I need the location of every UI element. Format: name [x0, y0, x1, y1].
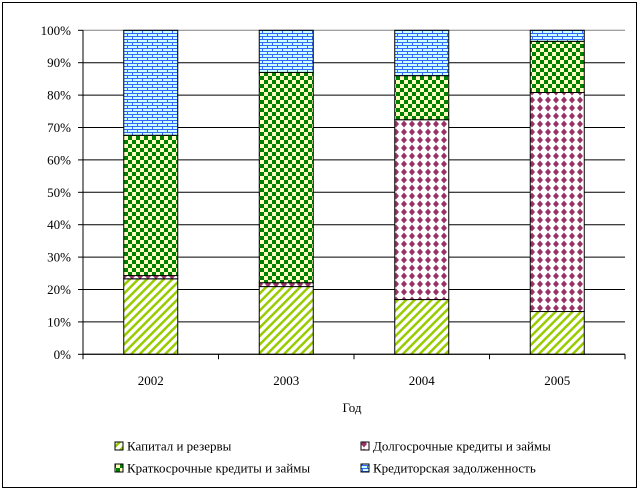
bar-segment-2002-0	[123, 278, 179, 355]
y-tick-label: 20%	[47, 282, 71, 297]
bar-segment-2005-2	[529, 40, 585, 94]
y-tick-label: 80%	[47, 88, 71, 103]
bar-segment-2003-3	[258, 29, 314, 73]
x-tick-label: 2002	[138, 373, 164, 388]
y-tick-label: 60%	[47, 152, 71, 167]
bar-segment-2005-3	[529, 29, 585, 42]
bar-segment-2004-2	[394, 75, 450, 121]
y-tick-label: 50%	[47, 185, 71, 200]
y-tick-label: 90%	[47, 55, 71, 70]
x-tick-label: 2004	[409, 373, 436, 388]
x-tick-label: 2003	[273, 373, 299, 388]
legend-swatch	[360, 463, 370, 473]
y-tick-label: 10%	[47, 314, 71, 329]
legend-label: Краткосрочные кредиты и займы	[127, 461, 310, 476]
legend-swatch	[114, 463, 124, 473]
bar-segment-2003-2	[258, 71, 314, 284]
bar-segment-2003-1	[258, 282, 314, 288]
x-tick-label: 2005	[544, 373, 570, 388]
legend-swatch	[360, 441, 370, 451]
bar-segment-2005-1	[529, 92, 585, 313]
y-tick-label: 0%	[54, 347, 72, 362]
bar-segment-2002-2	[123, 134, 179, 277]
bar-segment-2004-3	[394, 29, 450, 77]
legend-label: Долгосрочные кредиты и займы	[373, 439, 551, 454]
x-axis-label: Год	[342, 400, 361, 415]
bar-segment-2004-0	[394, 299, 450, 355]
legend-label: Капитал и резервы	[127, 439, 232, 454]
y-tick-label: 30%	[47, 250, 71, 265]
bar-segment-2003-0	[258, 286, 314, 355]
legend-swatch	[114, 441, 124, 451]
bar-segment-2005-0	[529, 311, 585, 355]
y-tick-label: 70%	[47, 120, 71, 135]
bar-segment-2002-3	[123, 29, 179, 136]
legend-label: Кредиторская задолженность	[373, 461, 536, 476]
bar-segment-2004-1	[394, 119, 450, 301]
y-tick-label: 40%	[47, 217, 71, 232]
y-tick-label: 100%	[41, 23, 72, 38]
